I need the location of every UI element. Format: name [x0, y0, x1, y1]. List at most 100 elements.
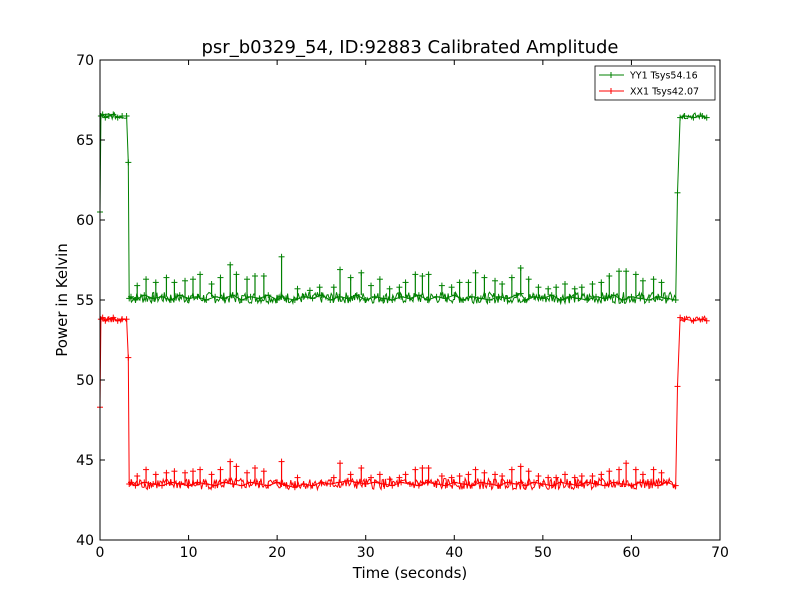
- data-point-marker: [99, 314, 106, 321]
- data-point-marker: [125, 159, 132, 166]
- spike-marker: [481, 469, 488, 476]
- spike-marker: [244, 276, 251, 283]
- noise-band: [102, 111, 706, 306]
- data-point-marker: [674, 189, 681, 196]
- spike-marker: [606, 468, 613, 475]
- spike-marker: [152, 279, 159, 286]
- spike-marker: [525, 468, 532, 475]
- legend-box: [594, 65, 716, 101]
- spike-marker: [402, 279, 409, 286]
- spike-marker: [217, 274, 224, 281]
- spike-marker: [616, 268, 623, 275]
- data-point-marker: [150, 295, 157, 302]
- x-tick-label: 60: [623, 545, 641, 561]
- spike-marker: [525, 276, 532, 283]
- spike-marker: [396, 474, 403, 481]
- x-tick-label: 40: [445, 545, 463, 561]
- spike-marker: [456, 279, 463, 286]
- spike-marker: [545, 285, 552, 292]
- plateau-noise: [679, 315, 707, 324]
- spike-marker: [208, 281, 215, 287]
- data-point-marker: [265, 292, 272, 299]
- data-point-marker: [681, 316, 688, 323]
- spike-marker: [402, 471, 409, 478]
- noise-line: [128, 290, 676, 306]
- axis-ticks: 0 10 20 30 40 50 60 70 40 45 50 55 60 65 70: [76, 53, 729, 561]
- legend-label: YY1 Tsys54.16: [629, 71, 698, 82]
- spike-marker: [589, 281, 596, 287]
- legend: YY1 Tsys54.16 XX1 Tsys42.07: [594, 65, 716, 101]
- spike-marker: [517, 463, 524, 470]
- spike-marker: [535, 473, 542, 479]
- spike-marker: [562, 281, 568, 287]
- data-point-marker: [451, 292, 458, 299]
- spike-marker: [639, 277, 646, 284]
- spike-marker: [571, 285, 578, 292]
- spike-marker: [412, 271, 419, 278]
- legend-item: XX1 Tsys42.07: [599, 87, 699, 98]
- spike-marker: [658, 279, 665, 286]
- spike-marker: [456, 473, 463, 479]
- spike-marker: [143, 276, 150, 283]
- plateau-noise: [102, 315, 128, 324]
- spike-marker: [190, 468, 196, 475]
- spike-marker: [419, 273, 426, 279]
- legend-label: XX1 Tsys42.07: [630, 87, 699, 98]
- spike-marker: [606, 273, 613, 279]
- spike-marker: [152, 471, 159, 478]
- plateau-noise: [679, 111, 706, 121]
- spike-marker: [632, 271, 639, 278]
- spike-marker: [171, 279, 178, 286]
- data-point-marker: [674, 383, 681, 390]
- spike-marker: [438, 282, 445, 289]
- spike-marker: [347, 274, 354, 281]
- spike-marker: [376, 276, 383, 283]
- x-tick-label: 50: [534, 545, 552, 561]
- spike-marker: [278, 253, 285, 260]
- spike-marker: [217, 466, 224, 473]
- spike-marker: [578, 284, 585, 291]
- spike-marker: [337, 266, 344, 273]
- y-tick-label: 40: [76, 533, 94, 549]
- spike-marker: [233, 463, 240, 470]
- y-tick-label: 50: [76, 373, 94, 389]
- spike-marker: [190, 276, 196, 283]
- spike-marker: [508, 274, 515, 281]
- spike-marker: [632, 466, 639, 473]
- spike-marker: [508, 466, 515, 473]
- data-point-marker: [125, 354, 132, 361]
- noise-line: [128, 476, 676, 492]
- spike-marker: [492, 277, 499, 284]
- spike-marker: [465, 279, 472, 286]
- spike-marker: [134, 282, 141, 289]
- spike-marker: [623, 460, 630, 467]
- legend-marker: [608, 72, 614, 78]
- y-tick-label: 60: [76, 213, 94, 229]
- spike-marker: [368, 474, 375, 481]
- spike-marker: [227, 458, 234, 465]
- spike-marker: [553, 284, 560, 291]
- spike-marker: [260, 468, 267, 475]
- x-tick-label: 20: [268, 545, 286, 561]
- spike-marker: [294, 474, 301, 481]
- data-point-marker: [703, 317, 710, 324]
- spike-group: [134, 253, 665, 300]
- spike-marker: [233, 271, 240, 278]
- spike-marker: [337, 460, 344, 467]
- spike-marker: [465, 471, 472, 478]
- data-point-marker: [110, 314, 117, 321]
- spike-marker: [412, 466, 419, 473]
- spike-marker: [616, 466, 623, 473]
- spike-marker: [492, 471, 499, 478]
- plateau-noise: [102, 111, 128, 121]
- data-point-marker: [584, 297, 591, 303]
- spike-marker: [330, 474, 337, 481]
- spike-marker: [517, 265, 524, 271]
- spike-marker: [358, 465, 365, 471]
- spike-marker: [658, 469, 665, 476]
- noise-band: [102, 315, 707, 492]
- spike-marker: [472, 269, 479, 276]
- spike-marker: [347, 471, 354, 478]
- spike-marker: [545, 474, 552, 481]
